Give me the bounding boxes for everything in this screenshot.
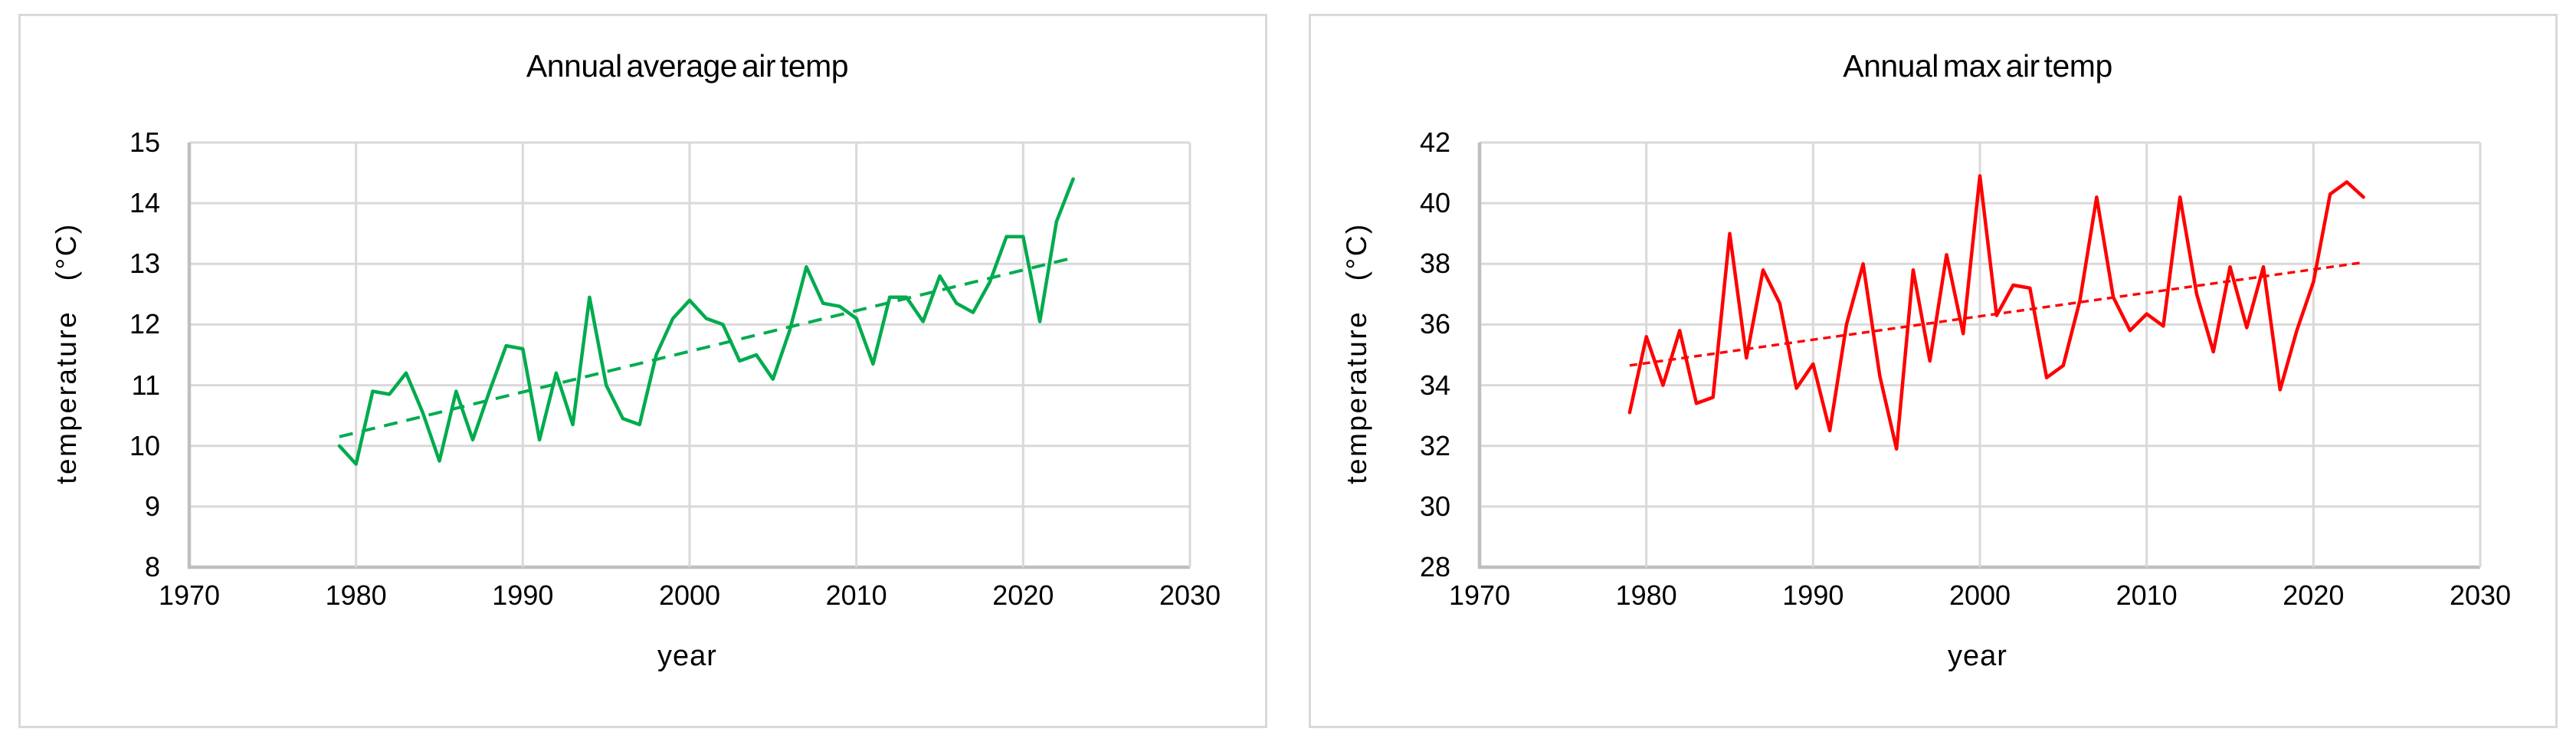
plot-grid-and-series: [1477, 141, 2482, 569]
x-tick-label: 1970: [1448, 579, 1511, 611]
x-tick-label: 1980: [1615, 579, 1677, 611]
chart-panel-max-temp: Annual max air temp temperature (°C) yea…: [1309, 14, 2558, 728]
y-tick-label: 15: [129, 126, 160, 158]
plot-grid-and-series: [187, 141, 1191, 569]
x-tick-label: 2000: [1948, 579, 2011, 611]
series-line-annual-average-temp: [337, 177, 1075, 466]
y-tick-label: 32: [1419, 429, 1450, 461]
x-axis-title: year: [1948, 640, 2007, 672]
series-line-annual-max-temp: [1627, 174, 2365, 451]
y-tick-label: 12: [129, 308, 160, 340]
x-tick-label: 2000: [658, 579, 721, 611]
x-tick-label: 2010: [2116, 579, 2178, 611]
trendline-dashed: [339, 256, 1074, 438]
y-tick-label: 13: [129, 248, 160, 280]
x-tick-label: 2030: [1159, 579, 1221, 611]
y-tick-label: 10: [129, 429, 160, 461]
y-tick-label: 28: [1419, 551, 1450, 583]
chart-panel-average-temp: Annual average air temp temperature (°C)…: [18, 14, 1267, 728]
x-tick-label: 2020: [992, 579, 1054, 611]
chart-title: Annual average air temp: [526, 48, 849, 84]
y-tick-label: 40: [1419, 187, 1450, 219]
x-tick-label: 1990: [1782, 579, 1844, 611]
x-tick-label: 2020: [2283, 579, 2345, 611]
x-tick-label: 1990: [492, 579, 554, 611]
x-axis-title: year: [657, 640, 717, 672]
x-tick-label: 2030: [2449, 579, 2512, 611]
y-tick-label: 36: [1419, 308, 1450, 340]
y-tick-label: 34: [1419, 369, 1450, 401]
x-tick-label: 1970: [158, 579, 221, 611]
y-tick-label: 8: [144, 551, 160, 583]
x-tick-label: 1980: [325, 579, 387, 611]
y-tick-label: 11: [131, 369, 160, 401]
x-tick-label: 2010: [825, 579, 887, 611]
y-tick-label: 14: [129, 187, 160, 219]
y-tick-label: 9: [144, 490, 160, 522]
trendline-dashed: [1629, 261, 2364, 367]
y-tick-label: 38: [1419, 248, 1450, 280]
y-tick-label: 42: [1419, 126, 1450, 158]
chart-title: Annual max air temp: [1843, 48, 2112, 84]
y-tick-label: 30: [1419, 490, 1450, 522]
